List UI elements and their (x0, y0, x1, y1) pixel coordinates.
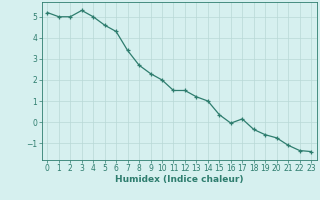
X-axis label: Humidex (Indice chaleur): Humidex (Indice chaleur) (115, 175, 244, 184)
